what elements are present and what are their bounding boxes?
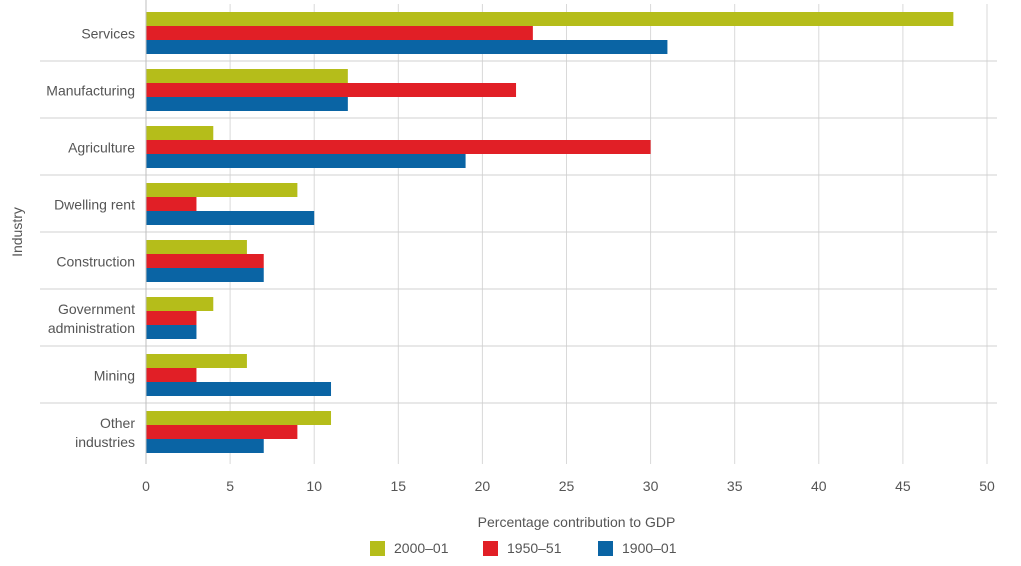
bar <box>146 368 197 382</box>
bar <box>146 439 264 453</box>
x-tick-label: 25 <box>559 478 575 494</box>
legend-swatch <box>483 541 498 556</box>
bar <box>146 126 214 140</box>
x-tick-label: 15 <box>391 478 407 494</box>
bar <box>146 197 197 211</box>
category-label: Construction <box>56 254 135 270</box>
bar <box>146 354 247 368</box>
bar <box>146 311 197 325</box>
bar <box>146 240 247 254</box>
bar <box>146 154 466 168</box>
category-label: administration <box>48 320 135 336</box>
x-tick-label: 50 <box>979 478 995 494</box>
legend: 2000–01 1950–51 1900–01 <box>370 540 677 556</box>
bar <box>146 268 264 282</box>
bar <box>146 140 651 154</box>
x-tick-label: 10 <box>306 478 322 494</box>
x-tick-labels: 0 5 10 15 20 25 30 35 40 45 50 <box>142 478 995 494</box>
bar <box>146 211 315 225</box>
legend-label: 1900–01 <box>622 540 677 556</box>
bar <box>146 325 197 339</box>
bar <box>146 26 533 40</box>
legend-swatch <box>370 541 385 556</box>
bar <box>146 97 348 111</box>
x-tick-label: 5 <box>226 478 234 494</box>
bar <box>146 69 348 83</box>
bar <box>146 425 298 439</box>
category-label: Services <box>81 26 135 42</box>
bar <box>146 83 517 97</box>
bars <box>146 12 954 453</box>
x-tick-label: 45 <box>895 478 911 494</box>
x-tick-label: 20 <box>475 478 491 494</box>
category-label: Agriculture <box>68 140 135 156</box>
x-axis-title: Percentage contribution to GDP <box>478 514 676 530</box>
x-tick-label: 30 <box>643 478 659 494</box>
category-label: Manufacturing <box>46 83 135 99</box>
category-label: Other <box>100 415 135 431</box>
category-labels: Services Manufacturing Agriculture Dwelling… <box>46 26 135 451</box>
legend-swatch <box>598 541 613 556</box>
legend-label: 1950–51 <box>507 540 562 556</box>
bar <box>146 297 214 311</box>
bar <box>146 382 332 396</box>
x-tick-label: 0 <box>142 478 150 494</box>
category-label: Government <box>58 301 135 317</box>
bar <box>146 12 954 26</box>
category-label: industries <box>75 434 135 450</box>
category-label: Dwelling rent <box>54 197 135 213</box>
legend-label: 2000–01 <box>394 540 449 556</box>
bar <box>146 411 332 425</box>
bar <box>146 254 264 268</box>
x-tick-label: 35 <box>727 478 743 494</box>
bar <box>146 40 668 54</box>
category-separators <box>40 60 997 404</box>
category-label: Mining <box>94 368 135 384</box>
x-tick-label: 40 <box>811 478 827 494</box>
bar <box>146 183 298 197</box>
y-axis-title: Industry <box>9 207 25 257</box>
